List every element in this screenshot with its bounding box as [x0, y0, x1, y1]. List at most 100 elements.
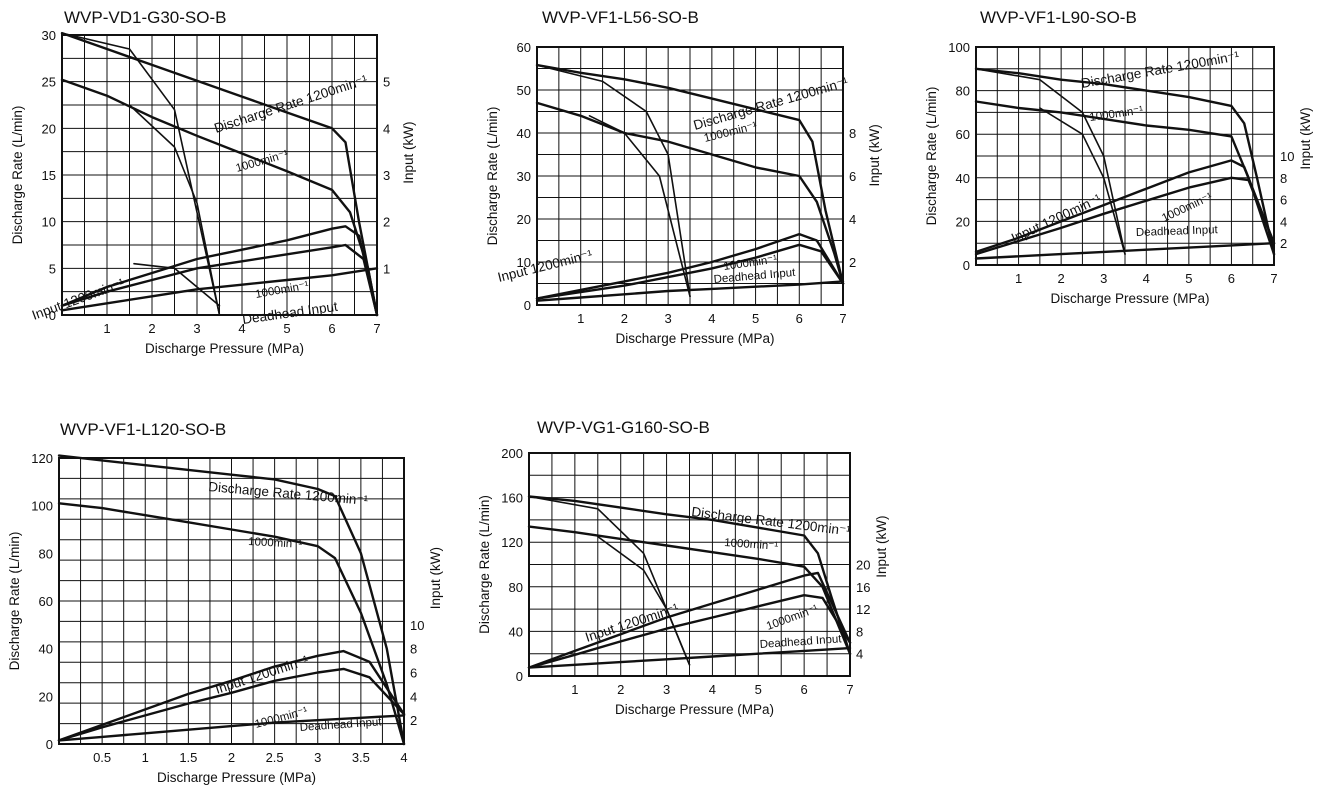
x-axis-title: Discharge Pressure (MPa)	[615, 331, 774, 346]
y-axis-title: Discharge Rate (L/min)	[10, 106, 25, 245]
y2-tick-label: 12	[856, 602, 870, 617]
x-tick-label: 2	[148, 321, 155, 336]
x-tick-label: 7	[846, 682, 853, 697]
series-line	[57, 667, 406, 742]
y-axis-title: Discharge Rate (L/min)	[485, 107, 500, 246]
y-tick-label: 20	[956, 214, 970, 229]
curve-annotation: 1000min⁻¹	[248, 536, 303, 551]
y2-tick-label: 10	[410, 618, 424, 633]
series-line	[57, 502, 406, 746]
curve-annotation: Deadhead Input	[299, 716, 382, 734]
x-tick-label: 4	[400, 750, 407, 765]
y2-tick-label: 8	[1280, 171, 1287, 186]
x-axis-title: Discharge Pressure (MPa)	[145, 341, 304, 356]
chart-title: WVP-VD1-G30-SO-B	[64, 8, 227, 27]
x-tick-label: 3	[314, 750, 321, 765]
x-tick-label: 6	[328, 321, 335, 336]
series-line	[527, 495, 852, 655]
series-line	[535, 63, 845, 285]
y-tick-label: 30	[42, 28, 56, 43]
y2-tick-label: 6	[410, 666, 417, 681]
y-tick-label: 0	[49, 308, 56, 323]
y-tick-label: 40	[39, 642, 53, 657]
y-tick-label: 80	[39, 546, 53, 561]
x-axis-title: Discharge Pressure (MPa)	[1050, 291, 1209, 306]
x-tick-label: 3	[665, 311, 672, 326]
y-tick-label: 20	[517, 212, 531, 227]
chart-svg: 1 2 3 4 5 6 7 0 10 20 30 40 50 60 2 4 6 8 Discharge Pressu…	[485, 40, 882, 346]
y2-tick-label: 8	[856, 624, 863, 639]
series-line	[527, 646, 852, 669]
x-tick-label: 1.5	[179, 750, 197, 765]
y-tick-label: 10	[517, 255, 531, 270]
y-tick-label: 120	[31, 451, 53, 466]
x-tick-label: 5	[755, 682, 762, 697]
y2-tick-label: 6	[1280, 193, 1287, 208]
chart-title: WVP-VF1-L90-SO-B	[980, 8, 1137, 27]
series-line	[57, 714, 406, 742]
dwell-curve	[588, 115, 691, 298]
curve-annotation: Input 1200min⁻¹	[496, 247, 594, 285]
y2-tick-label: 4	[410, 689, 417, 704]
y-tick-label: 40	[517, 126, 531, 141]
dwell-curve	[597, 535, 691, 666]
curve-annotation: Deadhead Input	[1136, 224, 1219, 239]
y2-tick-label: 20	[856, 558, 870, 573]
x-tick-label: 2	[1058, 271, 1065, 286]
curve-annotation: 1000min⁻¹	[724, 537, 779, 553]
y2-tick-label: 4	[849, 212, 856, 227]
x-tick-label: 3.5	[352, 750, 370, 765]
y-tick-label: 0	[963, 258, 970, 273]
x-tick-label: 7	[373, 321, 380, 336]
y-tick-label: 0	[46, 737, 53, 752]
y-tick-label: 120	[501, 535, 523, 550]
y2-tick-label: 5	[383, 75, 390, 90]
y2-tick-label: 16	[856, 580, 870, 595]
y2-axis-title: Input (kW)	[401, 121, 416, 183]
y-tick-label: 160	[501, 491, 523, 506]
y-tick-label: 0	[516, 669, 523, 684]
series-line	[60, 243, 379, 317]
y2-axis-title: Input (kW)	[874, 516, 889, 578]
series-line	[974, 176, 1276, 256]
y2-tick-label: 2	[1280, 236, 1287, 251]
y-tick-label: 100	[948, 40, 970, 55]
y2-tick-label: 2	[383, 215, 390, 230]
series-line	[60, 267, 379, 312]
series-line	[527, 525, 852, 655]
series-line	[535, 101, 845, 285]
curve-annotation: Discharge Rate 1200min⁻¹	[692, 74, 851, 133]
y2-tick-label: 4	[1280, 214, 1287, 229]
plot-frame	[528, 452, 851, 677]
chart-svg: 1 2 3 4 5 6 7 0 20 40 60 80 100 2 4 6 8 10 Discharge Press…	[924, 40, 1313, 306]
chart-panel: WVP-VD1-G30-SO-B 1 2 3 4 5 6 7 0 5 10 15 20 25 30 1 2 3 4…	[4, 0, 424, 380]
y2-tick-label: 4	[383, 121, 390, 136]
x-tick-label: 2.5	[266, 750, 284, 765]
y-tick-label: 15	[42, 168, 56, 183]
series-line	[60, 225, 379, 317]
y2-axis-title: Input (kW)	[1298, 107, 1313, 169]
y-tick-label: 30	[517, 169, 531, 184]
y-axis-title: Discharge Rate (L/min)	[7, 532, 22, 671]
x-tick-label: 3	[193, 321, 200, 336]
x-tick-label: 2	[228, 750, 235, 765]
x-tick-label: 2	[617, 682, 624, 697]
y-tick-label: 80	[509, 580, 523, 595]
x-axis-title: Discharge Pressure (MPa)	[615, 702, 774, 717]
y-tick-label: 60	[956, 127, 970, 142]
chart-title: WVP-VF1-L120-SO-B	[60, 420, 227, 439]
y2-tick-label: 8	[849, 126, 856, 141]
x-tick-label: 0.5	[93, 750, 111, 765]
x-tick-label: 3	[1100, 271, 1107, 286]
chart-panel: WVP-VG1-G160-SO-B 1 2 3 4 5 6 7 0 40 80 120 160 200 4…	[477, 412, 904, 789]
y-tick-label: 20	[42, 121, 56, 136]
chart-svg: 0.5 1 1.5 2 2.5 3 3.5 4020406080100120246810Dis…	[7, 451, 443, 785]
x-tick-label: 1	[571, 682, 578, 697]
chart-title: WVP-VG1-G160-SO-B	[537, 418, 710, 437]
y2-tick-label: 6	[849, 169, 856, 184]
chart-panel: WVP-VF1-L120-SO-B 0.5 1 1.5 2 2.5 3 3.5 4 0 20 40 6…	[4, 412, 444, 789]
y2-tick-label: 10	[1280, 149, 1294, 164]
y-axis-title: Discharge Rate (L/min)	[477, 495, 492, 634]
y-tick-label: 50	[517, 83, 531, 98]
